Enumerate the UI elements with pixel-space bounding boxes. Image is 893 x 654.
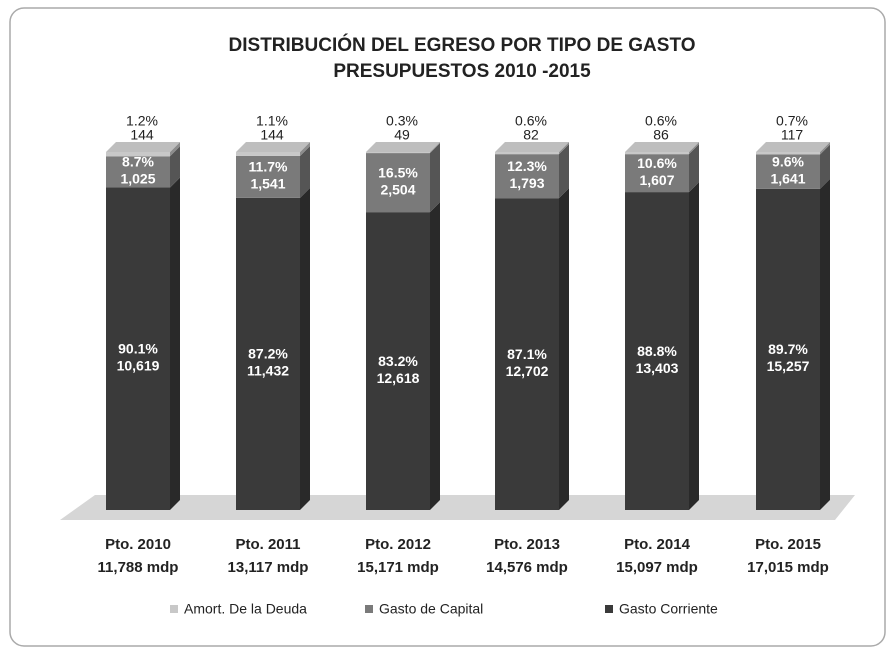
bar-segment xyxy=(495,198,559,510)
bar-top xyxy=(106,142,180,152)
legend-label: Gasto Corriente xyxy=(619,601,718,617)
total-label: 15,171 mdp xyxy=(357,559,439,576)
value-label: 1,641 xyxy=(770,170,805,186)
percent-label: 0.3% xyxy=(386,113,418,129)
total-label: 14,576 mdp xyxy=(486,559,568,576)
bar-side xyxy=(430,143,440,213)
total-label: 17,015 mdp xyxy=(747,559,829,576)
bar-side xyxy=(170,142,180,157)
bar-side xyxy=(559,188,569,510)
bar-side xyxy=(689,182,699,510)
percent-label: 8.7% xyxy=(122,154,154,170)
legend-swatch xyxy=(605,605,613,613)
percent-label: 12.3% xyxy=(507,158,547,174)
percent-label: 0.6% xyxy=(515,113,547,129)
bar-segment xyxy=(106,156,170,188)
value-label: 12,618 xyxy=(377,370,420,386)
bar-side xyxy=(820,142,830,155)
percent-label: 89.7% xyxy=(768,341,808,357)
percent-label: 87.1% xyxy=(507,346,547,362)
bar-side xyxy=(300,142,310,156)
chart-title: DISTRIBUCIÓN DEL EGRESO POR TIPO DE GAST… xyxy=(229,34,696,56)
bar-side xyxy=(559,142,569,155)
value-label: 86 xyxy=(653,127,669,143)
bar-segment xyxy=(236,152,300,156)
bar-segment xyxy=(495,152,559,155)
bar-segment xyxy=(756,154,820,189)
bar-segment xyxy=(366,153,430,213)
bar-segment xyxy=(236,155,300,198)
bar-side xyxy=(689,144,699,193)
x-tick-label: Pto. 2011 xyxy=(235,536,300,553)
total-label: 15,097 mdp xyxy=(616,559,698,576)
percent-label: 10.6% xyxy=(637,155,677,171)
bar-side xyxy=(559,144,569,199)
bar-side xyxy=(170,177,180,510)
chart-subtitle: PRESUPUESTOS 2010 -2015 xyxy=(333,61,591,82)
x-tick-label: Pto. 2014 xyxy=(624,536,691,553)
bar-segment xyxy=(756,152,820,155)
bar-segment xyxy=(366,212,430,511)
percent-label: 1.1% xyxy=(256,113,288,129)
value-label: 10,619 xyxy=(117,357,160,373)
value-label: 11,432 xyxy=(247,363,289,379)
bar-segment xyxy=(236,197,300,510)
legend-label: Gasto de Capital xyxy=(379,601,483,617)
legend-label: Amort. De la Deuda xyxy=(184,601,307,617)
bar-side xyxy=(820,144,830,189)
value-label: 144 xyxy=(130,127,154,143)
bar-top xyxy=(236,142,310,152)
total-label: 11,788 mdp xyxy=(98,559,179,576)
x-tick-label: Pto. 2015 xyxy=(755,536,821,553)
bar-segment xyxy=(756,188,820,510)
percent-label: 11.7% xyxy=(249,159,288,175)
value-label: 1,025 xyxy=(120,171,155,187)
bar-segment xyxy=(625,154,689,193)
percent-label: 88.8% xyxy=(637,343,677,359)
x-tick-label: Pto. 2013 xyxy=(494,536,560,553)
value-label: 1,607 xyxy=(639,172,674,188)
value-label: 12,702 xyxy=(506,363,549,379)
value-label: 117 xyxy=(781,127,804,143)
percent-label: 90.1% xyxy=(118,340,158,356)
x-tick-label: Pto. 2010 xyxy=(105,536,171,553)
x-tick-label: Pto. 2012 xyxy=(365,536,431,553)
value-label: 1,541 xyxy=(250,176,285,192)
value-label: 2,504 xyxy=(380,181,415,197)
bar-top xyxy=(625,142,699,152)
percent-label: 0.7% xyxy=(776,113,808,129)
percent-label: 87.2% xyxy=(248,346,288,362)
bar-segment xyxy=(106,187,170,510)
percent-label: 83.2% xyxy=(378,353,418,369)
bar-side xyxy=(170,146,180,188)
bar-segment xyxy=(366,152,430,154)
legend-swatch xyxy=(170,605,178,613)
bar-top xyxy=(495,142,569,152)
value-label: 144 xyxy=(260,127,284,143)
percent-label: 16.5% xyxy=(378,164,418,180)
value-label: 82 xyxy=(523,127,539,143)
bar-segment xyxy=(106,152,170,157)
bar-side xyxy=(820,178,830,510)
bar-side xyxy=(430,142,440,154)
bar-side xyxy=(300,187,310,510)
bar-top xyxy=(366,142,440,152)
bar-side xyxy=(689,142,699,155)
bar-top xyxy=(756,142,830,152)
value-label: 15,257 xyxy=(767,358,810,374)
bar-side xyxy=(430,202,440,511)
legend-swatch xyxy=(365,605,373,613)
value-label: 13,403 xyxy=(636,360,679,376)
value-label: 49 xyxy=(394,127,410,143)
total-label: 13,117 mdp xyxy=(228,559,309,576)
bar-segment xyxy=(625,192,689,510)
bar-segment xyxy=(495,154,559,199)
percent-label: 0.6% xyxy=(645,113,677,129)
bar-segment xyxy=(625,152,689,155)
percent-label: 1.2% xyxy=(126,113,158,129)
bar-side xyxy=(300,145,310,198)
value-label: 1,793 xyxy=(509,175,544,191)
percent-label: 9.6% xyxy=(772,153,804,169)
